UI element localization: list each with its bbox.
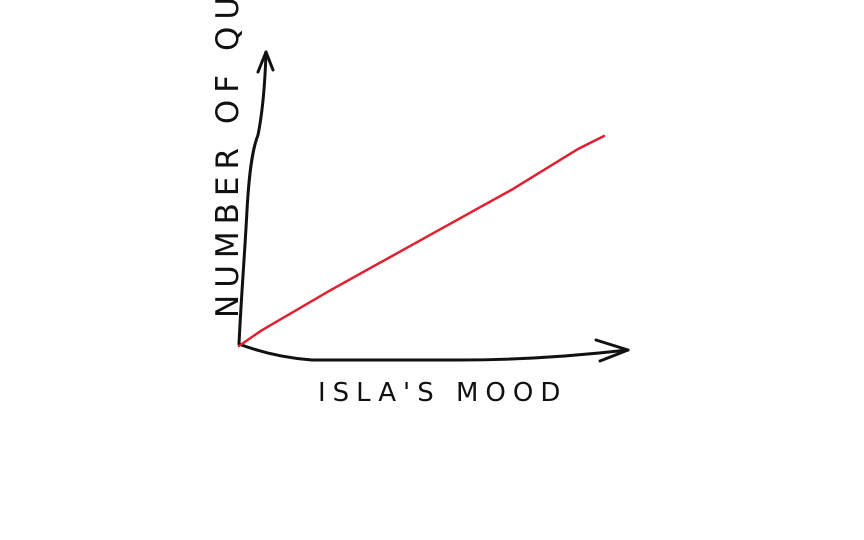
series-layer [237, 134, 606, 348]
x-axis-label: ISLA'S MOOD [318, 378, 567, 408]
series-line-0 [237, 134, 606, 348]
x-axis-arrowhead [594, 338, 630, 363]
x-axis-line [237, 342, 630, 362]
y-axis-label: NUMBER OF QUESTIONS [210, 0, 246, 318]
y-axis-line [237, 50, 268, 346]
y-axis-arrowhead [256, 50, 275, 74]
